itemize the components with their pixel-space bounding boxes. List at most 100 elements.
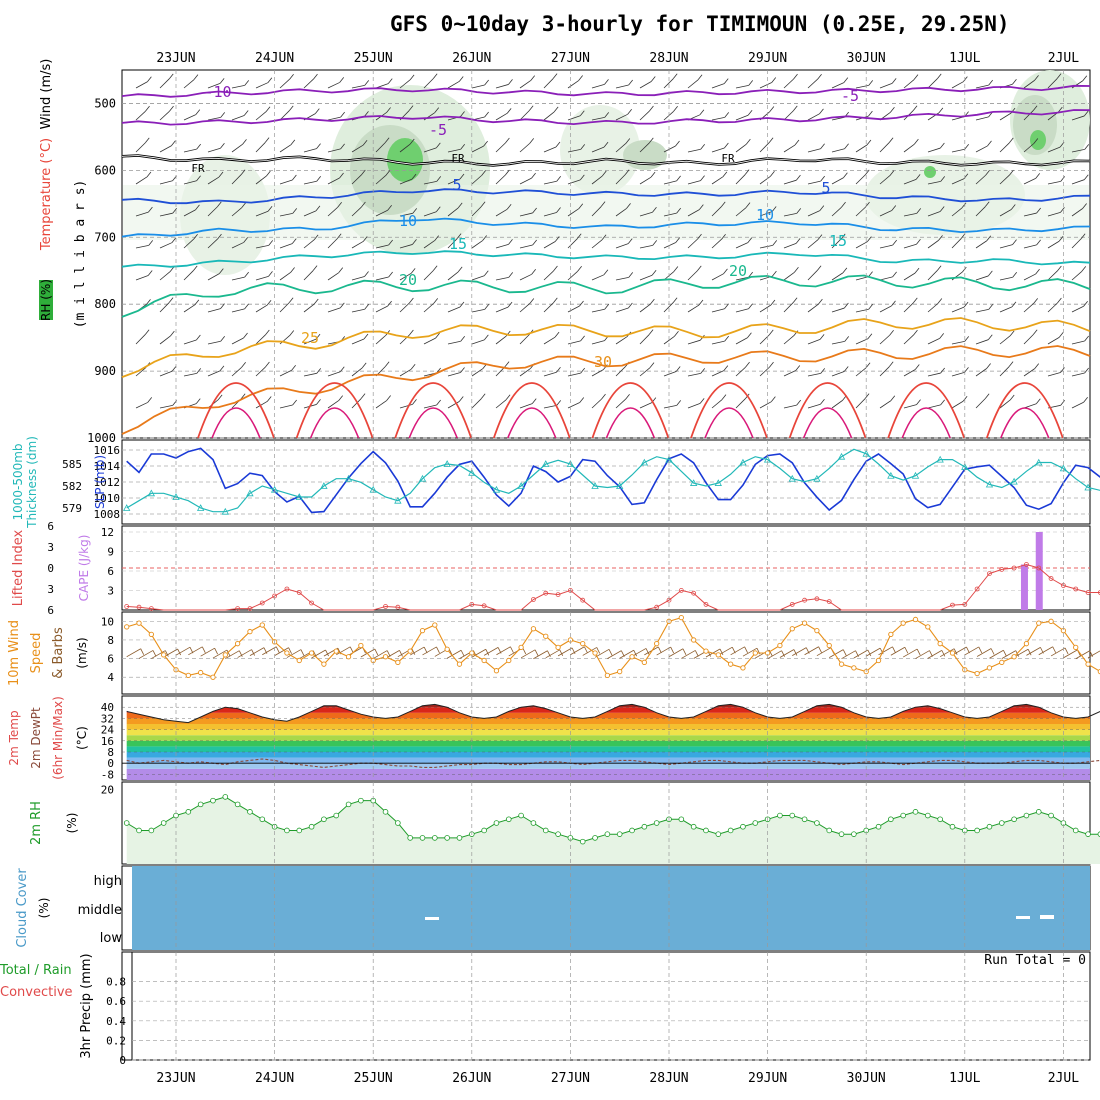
rh-marker [1048,812,1054,819]
date-label-bottom: 27JUN [551,1071,590,1086]
ylabel-cloud-pct: (%) [37,898,51,919]
ylabel-ms: (m/s) [75,637,89,668]
wind10-marker [777,642,783,649]
thickness-marker [714,479,722,486]
temp-line [126,703,1100,724]
cloud-level-label: low [100,931,123,946]
wind10-ylabel-group: 10m Wind [7,620,22,686]
wind10-marker [875,657,882,664]
rh-shade-dark [387,138,423,182]
cape-tick-label: 3 [107,585,114,598]
wind10-marker [1023,641,1030,647]
li-marker [789,602,795,607]
ylabel-temp-3: (°C) [75,726,89,750]
thickness-marker [813,474,821,482]
ylabel-cloud-cover: Cloud Cover [15,868,30,948]
date-label-top: 27JUN [551,51,590,66]
thickness-marker [591,482,599,489]
rh-area [126,796,1100,864]
date-label-bottom: 2JUL [1048,1071,1079,1086]
rh-marker [616,831,623,837]
hot-arch [802,407,853,439]
wind10-marker [703,648,709,654]
wind10-marker [900,620,906,626]
rh-ylabel-group2: (%) [65,813,79,834]
temp-band [126,729,1090,736]
temp-tick-label: 0 [107,757,114,770]
pressure-tick-label: 800 [94,297,116,311]
temp-band [126,735,1090,741]
rh-legend-swatch [39,280,53,320]
isotherm-label: -10 [204,83,231,101]
ylabel-temperature: Temperature (°C) [39,138,54,251]
ylabel-millibars: (m i l l i b a r s) [73,180,88,329]
date-label-top: 26JUN [452,51,491,66]
thickness-line [126,448,1100,513]
precip-frame-inner [131,951,1091,1061]
rh-marker [197,801,204,808]
rh-marker [432,835,438,841]
wind10-marker [530,626,537,632]
li-marker [1036,565,1042,571]
li-marker [999,567,1005,572]
ylabel-lifted-index: Lifted Index [11,529,26,606]
thickness-marker [788,474,796,482]
li-marker [531,597,536,602]
wind10-marker [543,633,549,639]
wind10-marker [826,642,832,649]
thickness-marker [147,489,156,497]
isotherm-label: 20 [399,271,417,289]
pressure-ylabel-group: Temperature (°C) Wind (m/s) RH (%) [39,59,54,321]
rh-marker [222,794,229,800]
wind10-ylabel-group3: & Barbs [51,627,66,679]
pressure-tick-label: 1000 [87,431,116,445]
rh-marker [801,816,808,823]
li-marker [826,599,832,604]
li-marker [555,592,561,597]
ylabel-10m-wind: 10m Wind [7,620,22,686]
precip-ylabel-group: 3hr Precip (mm) [79,953,94,1058]
wind10-marker [838,661,845,667]
rh-marker [888,816,894,823]
wind10-marker [284,650,290,656]
rh-marker [259,816,266,823]
rh-marker [925,812,931,819]
rh-tick-label: 20 [101,783,114,796]
wind10-marker [715,652,721,658]
date-label-top: 23JUN [156,51,195,66]
warm-arch [197,382,275,439]
rh-marker [210,797,216,804]
li-marker [703,602,709,607]
li-ylabel-group: Lifted Index [11,529,26,606]
thickness-marker [1084,483,1092,491]
warm-arch [788,382,867,439]
warm-arch [394,382,473,439]
precip-tick-label: 0.2 [106,1034,126,1047]
date-label-top: 25JUN [354,51,393,66]
pressure-tick-label: 600 [94,163,116,177]
thickness-marker [837,452,846,460]
li-tick-label: 3 [47,541,54,554]
rh-marker [1097,831,1100,837]
temp-band [126,740,1090,747]
date-label-top: 29JUN [748,51,787,66]
rh-marker [1023,812,1030,819]
pressure-ylabel-group2: (m i l l i b a r s) [73,180,88,329]
temp-band [126,746,1090,752]
wind10-marker [518,644,524,651]
ylabel-temp-2: (6hr Min/Max) [51,696,65,780]
rh-marker [518,812,524,819]
wind10-marker [974,670,980,677]
temp-ylabel-group: (°C) [75,726,89,750]
cloud-level-label: high [94,874,122,889]
wind10-marker [789,626,795,632]
wind10-marker [148,631,155,638]
rh-marker [395,820,401,826]
li-tick-label: 3 [47,583,54,596]
wind-tick-label: 10 [101,615,114,628]
rh-marker [641,823,648,830]
isotherm-label: 25 [301,329,319,347]
cape-bar [1035,532,1043,610]
li-marker [1085,590,1091,595]
date-label-top: 28JUN [649,51,688,66]
